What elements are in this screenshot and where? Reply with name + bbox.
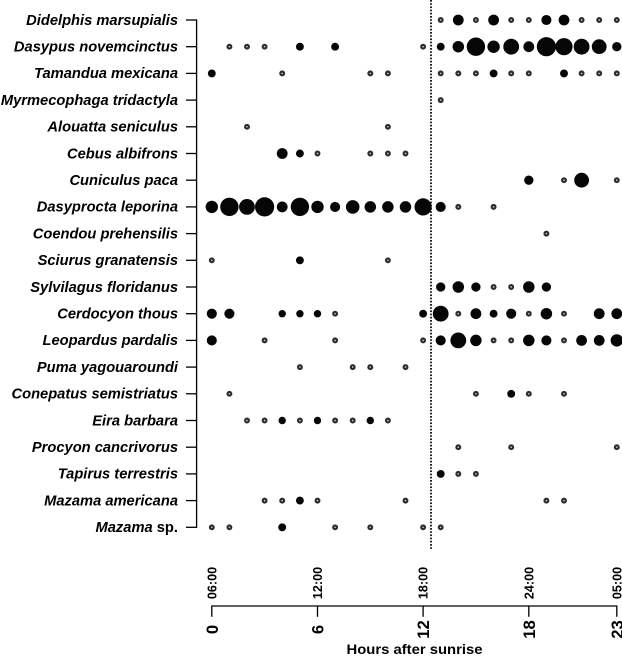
svg-text:Conepatus semistriatus: Conepatus semistriatus (11, 387, 178, 403)
svg-text:Sciurus granatensis: Sciurus granatensis (38, 253, 178, 269)
svg-text:18:00: 18:00 (417, 567, 431, 599)
svg-text:0: 0 (203, 625, 222, 634)
svg-text:Puma yagouaroundi: Puma yagouaroundi (37, 360, 179, 376)
svg-text:Eira barbara: Eira barbara (92, 413, 178, 429)
svg-text:Leopardus pardalis: Leopardus pardalis (43, 333, 179, 349)
svg-text:Coendou prehensilis: Coendou prehensilis (33, 226, 178, 242)
svg-text:Procyon cancrivorus: Procyon cancrivorus (32, 440, 178, 456)
svg-text:05:00: 05:00 (610, 567, 622, 599)
svg-text:Alouatta seniculus: Alouatta seniculus (46, 120, 178, 136)
svg-text:Cuniculus paca: Cuniculus paca (69, 173, 178, 189)
svg-text:Cebus albifrons: Cebus albifrons (67, 146, 178, 162)
svg-text:6: 6 (309, 625, 328, 634)
svg-text:12: 12 (414, 620, 433, 639)
svg-text:Mazama americana: Mazama americana (44, 493, 178, 509)
svg-text:12:00: 12:00 (311, 567, 325, 599)
svg-text:Cerdocyon thous: Cerdocyon thous (57, 307, 178, 323)
svg-text:06:00: 06:00 (205, 567, 219, 599)
svg-text:Didelphis marsupialis: Didelphis marsupialis (26, 13, 178, 29)
svg-text:23: 23 (608, 620, 622, 639)
svg-text:Mazama sp.: Mazama sp. (96, 520, 178, 536)
svg-text:Tapirus terrestris: Tapirus terrestris (58, 467, 178, 483)
svg-text:24:00: 24:00 (522, 567, 536, 599)
svg-text:Hours after sunrise: Hours after sunrise (347, 641, 483, 657)
svg-text:Sylvilagus floridanus: Sylvilagus floridanus (30, 280, 178, 296)
svg-text:Dasypus novemcinctus: Dasypus novemcinctus (14, 40, 178, 56)
svg-text:Dasyprocta leporina: Dasyprocta leporina (37, 200, 178, 216)
svg-text:18: 18 (520, 620, 539, 639)
svg-text:Myrmecophaga tridactyla: Myrmecophaga tridactyla (1, 93, 178, 109)
svg-text:Tamandua mexicana: Tamandua mexicana (34, 66, 178, 82)
